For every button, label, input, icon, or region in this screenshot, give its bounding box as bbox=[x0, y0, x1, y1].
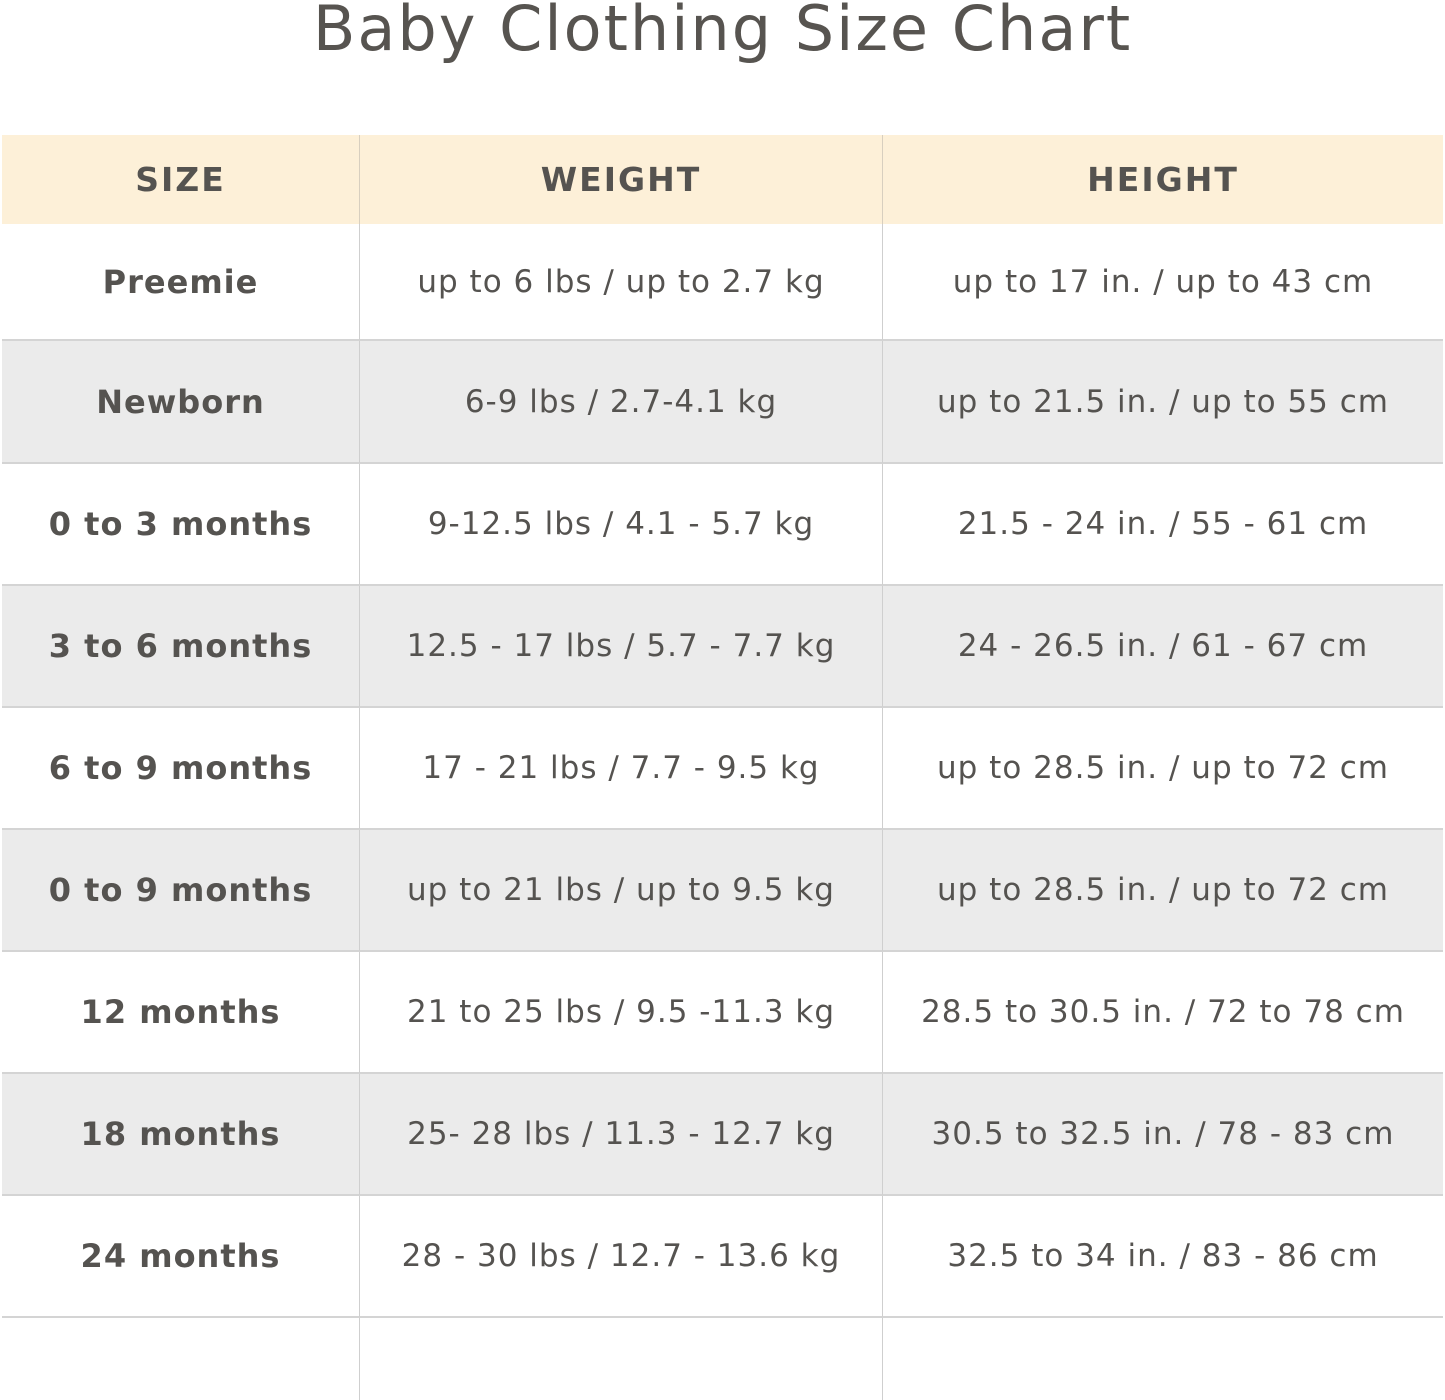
height-cell: up to 28.5 in. / up to 72 cm bbox=[882, 830, 1443, 952]
empty-cell bbox=[882, 1318, 1443, 1400]
size-cell: 0 to 9 months bbox=[2, 830, 359, 952]
height-cell: up to 21.5 in. / up to 55 cm bbox=[882, 341, 1443, 464]
height-cell: 21.5 - 24 in. / 55 - 61 cm bbox=[882, 464, 1443, 586]
size-cell: Newborn bbox=[2, 341, 359, 464]
weight-cell: 21 to 25 lbs / 9.5 -11.3 kg bbox=[359, 952, 882, 1074]
size-cell: Preemie bbox=[2, 224, 359, 341]
page-title: Baby Clothing Size Chart bbox=[312, 0, 1133, 65]
size-cell: 12 months bbox=[2, 952, 359, 1074]
height-cell: 24 - 26.5 in. / 61 - 67 cm bbox=[882, 586, 1443, 708]
height-cell: 30.5 to 32.5 in. / 78 - 83 cm bbox=[882, 1074, 1443, 1196]
size-cell: 6 to 9 months bbox=[2, 708, 359, 830]
height-cell: up to 28.5 in. / up to 72 cm bbox=[882, 708, 1443, 830]
weight-cell: up to 6 lbs / up to 2.7 kg bbox=[359, 224, 882, 341]
empty-cell bbox=[359, 1318, 882, 1400]
header-height: HEIGHT bbox=[882, 135, 1443, 224]
size-cell: 3 to 6 months bbox=[2, 586, 359, 708]
size-cell: 0 to 3 months bbox=[2, 464, 359, 586]
size-chart-table: SIZE WEIGHT HEIGHT Preemie up to 6 lbs / … bbox=[2, 135, 1443, 1400]
weight-cell: up to 21 lbs / up to 9.5 kg bbox=[359, 830, 882, 952]
weight-cell: 28 - 30 lbs / 12.7 - 13.6 kg bbox=[359, 1196, 882, 1318]
weight-cell: 17 - 21 lbs / 7.7 - 9.5 kg bbox=[359, 708, 882, 830]
weight-cell: 9-12.5 lbs / 4.1 - 5.7 kg bbox=[359, 464, 882, 586]
header-size: SIZE bbox=[2, 135, 359, 224]
size-cell: 24 months bbox=[2, 1196, 359, 1318]
height-cell: 32.5 to 34 in. / 83 - 86 cm bbox=[882, 1196, 1443, 1318]
size-cell: 18 months bbox=[2, 1074, 359, 1196]
height-cell: 28.5 to 30.5 in. / 72 to 78 cm bbox=[882, 952, 1443, 1074]
weight-cell: 25- 28 lbs / 11.3 - 12.7 kg bbox=[359, 1074, 882, 1196]
empty-cell bbox=[2, 1318, 359, 1400]
header-weight: WEIGHT bbox=[359, 135, 882, 224]
height-cell: up to 17 in. / up to 43 cm bbox=[882, 224, 1443, 341]
weight-cell: 6-9 lbs / 2.7-4.1 kg bbox=[359, 341, 882, 464]
weight-cell: 12.5 - 17 lbs / 5.7 - 7.7 kg bbox=[359, 586, 882, 708]
